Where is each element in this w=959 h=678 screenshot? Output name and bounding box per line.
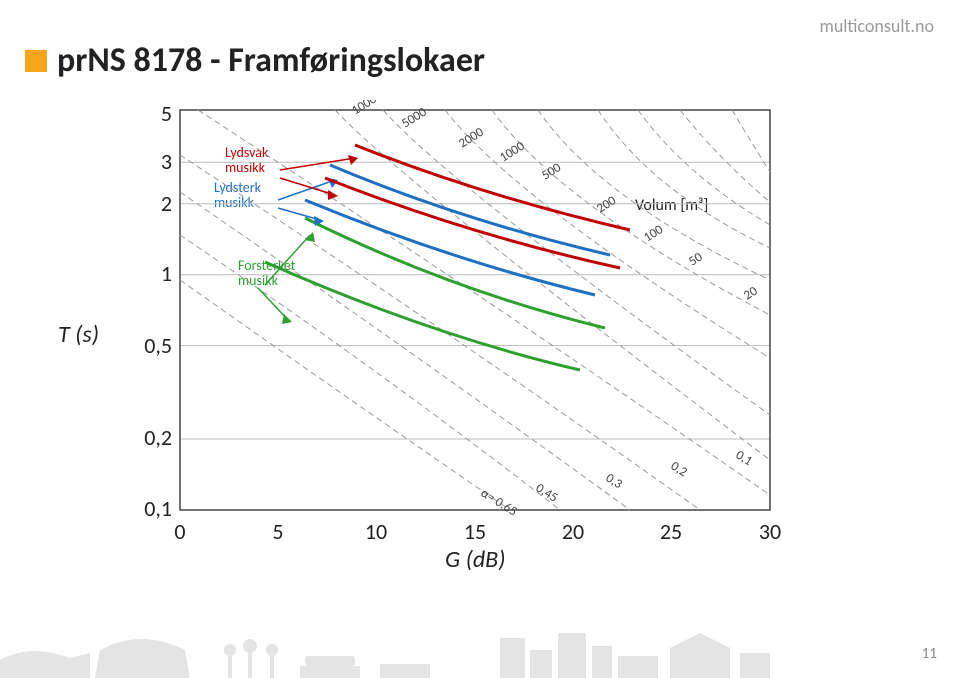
iso-alpha-lines bbox=[180, 110, 770, 510]
plot-svg: 10000 5000 2000 1000 500 200 100 50 20 α… bbox=[130, 100, 810, 570]
svg-text:50: 50 bbox=[686, 249, 705, 269]
svg-text:0,3: 0,3 bbox=[603, 471, 625, 493]
title-row: prNS 8178 - Framføringslokaer bbox=[25, 40, 485, 81]
svg-text:0,45: 0,45 bbox=[533, 481, 560, 506]
legend-arrow-green bbox=[258, 232, 315, 324]
svg-text:1000: 1000 bbox=[497, 138, 528, 165]
gridlines bbox=[180, 162, 770, 439]
plot-box bbox=[180, 110, 770, 510]
svg-text:0,2: 0,2 bbox=[668, 459, 690, 481]
svg-text:20: 20 bbox=[741, 283, 760, 303]
iso-volume-labels: 10000 5000 2000 1000 500 200 100 50 20 bbox=[349, 100, 760, 303]
site-header: multiconsult.no bbox=[819, 15, 934, 37]
svg-text:100: 100 bbox=[641, 222, 666, 245]
page-title: prNS 8178 - Framføringslokaer bbox=[57, 40, 485, 81]
svg-text:10000: 10000 bbox=[349, 100, 385, 118]
svg-text:500: 500 bbox=[539, 160, 564, 183]
title-accent-block bbox=[25, 50, 47, 72]
iso-alpha-labels: α= 0.65 0,45 0,3 0,2 0,1 bbox=[478, 448, 755, 520]
svg-text:5000: 5000 bbox=[399, 104, 430, 131]
y-axis-label: T (s) bbox=[58, 320, 99, 349]
svg-text:α= 0.65: α= 0.65 bbox=[478, 486, 520, 520]
legend-arrow-red bbox=[280, 155, 358, 200]
chart: 5 3 2 1 0,5 0,2 0,1 T (s) 0 5 10 15 20 2… bbox=[130, 100, 810, 570]
svg-text:0,1: 0,1 bbox=[733, 448, 755, 469]
svg-text:200: 200 bbox=[594, 193, 619, 216]
footer-silhouette bbox=[0, 628, 959, 678]
